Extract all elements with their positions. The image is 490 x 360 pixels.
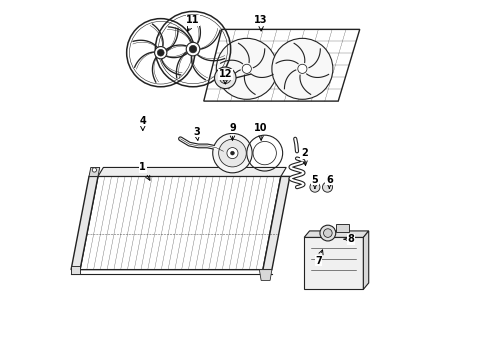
Circle shape [230,151,234,155]
Polygon shape [98,167,286,176]
Polygon shape [89,167,100,176]
Text: 4: 4 [140,116,146,131]
Circle shape [219,139,246,167]
Circle shape [216,39,277,99]
Circle shape [272,39,333,99]
Circle shape [213,134,252,173]
Text: 5: 5 [312,175,318,188]
Polygon shape [80,176,281,270]
Circle shape [189,45,197,53]
Text: 13: 13 [254,15,268,31]
Text: 3: 3 [193,127,200,140]
Polygon shape [304,231,368,237]
Circle shape [323,229,332,237]
Text: 12: 12 [219,69,232,84]
Circle shape [310,182,320,192]
Polygon shape [71,266,80,274]
Text: 8: 8 [344,234,354,244]
Circle shape [227,148,238,159]
Circle shape [223,75,228,80]
Polygon shape [263,176,290,270]
Polygon shape [304,237,364,289]
Text: 11: 11 [186,15,200,31]
Polygon shape [71,176,98,270]
Circle shape [215,67,236,89]
Polygon shape [204,30,360,101]
Text: 10: 10 [254,123,268,140]
Circle shape [242,64,251,73]
Circle shape [157,49,164,56]
Circle shape [320,225,336,241]
Circle shape [298,64,307,73]
Polygon shape [259,270,272,280]
Text: 2: 2 [301,148,308,166]
Polygon shape [336,224,349,232]
Text: 7: 7 [315,250,323,266]
Circle shape [154,46,167,59]
Text: 1: 1 [140,162,150,180]
Circle shape [220,72,231,84]
Text: 6: 6 [326,175,333,188]
Circle shape [322,182,333,192]
Polygon shape [364,231,368,289]
Text: 9: 9 [229,123,236,140]
Circle shape [92,168,97,172]
Circle shape [186,42,200,56]
